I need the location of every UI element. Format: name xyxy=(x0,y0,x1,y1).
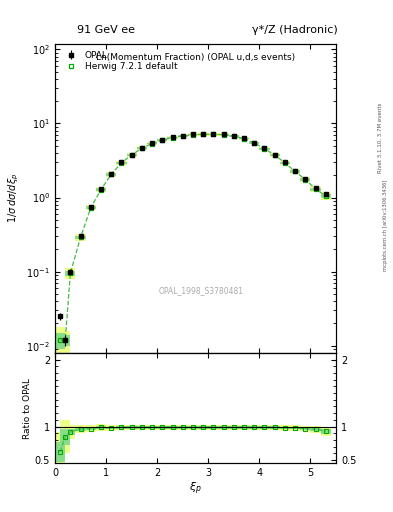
Herwig 7.2.1 default xyxy=(252,140,257,146)
Text: Ln(Momentum Fraction) (OPAL u,d,s events): Ln(Momentum Fraction) (OPAL u,d,s events… xyxy=(96,53,295,62)
Herwig 7.2.1 default xyxy=(58,337,62,343)
Herwig 7.2.1 default xyxy=(99,186,103,193)
Herwig 7.2.1 default xyxy=(129,152,134,158)
Text: γ*/Z (Hadronic): γ*/Z (Hadronic) xyxy=(252,25,338,35)
Herwig 7.2.1 default xyxy=(201,131,206,137)
Herwig 7.2.1 default xyxy=(180,133,185,139)
Herwig 7.2.1 default xyxy=(262,146,267,152)
Herwig 7.2.1 default xyxy=(68,270,73,276)
Herwig 7.2.1 default xyxy=(191,132,195,138)
Herwig 7.2.1 default xyxy=(313,186,318,192)
Text: mcplots.cern.ch [arXiv:1306.3436]: mcplots.cern.ch [arXiv:1306.3436] xyxy=(384,180,388,271)
Herwig 7.2.1 default xyxy=(88,205,93,211)
Herwig 7.2.1 default xyxy=(242,136,246,142)
Y-axis label: $1/\sigma\,d\sigma/d\xi_p$: $1/\sigma\,d\sigma/d\xi_p$ xyxy=(6,173,21,223)
Text: OPAL_1998_S3780481: OPAL_1998_S3780481 xyxy=(159,287,244,295)
Text: Rivet 3.1.10, 3.7M events: Rivet 3.1.10, 3.7M events xyxy=(378,103,383,174)
Herwig 7.2.1 default xyxy=(231,133,236,139)
Legend: OPAL, Herwig 7.2.1 default: OPAL, Herwig 7.2.1 default xyxy=(59,48,180,74)
Text: 91 GeV ee: 91 GeV ee xyxy=(77,25,135,35)
Herwig 7.2.1 default xyxy=(109,172,114,178)
Herwig 7.2.1 default xyxy=(293,168,298,175)
Herwig 7.2.1 default xyxy=(221,132,226,138)
Herwig 7.2.1 default xyxy=(211,131,216,137)
Herwig 7.2.1 default xyxy=(78,234,83,241)
Y-axis label: Ratio to OPAL: Ratio to OPAL xyxy=(23,378,32,439)
Herwig 7.2.1 default xyxy=(160,137,165,143)
Herwig 7.2.1 default xyxy=(283,160,287,166)
Herwig 7.2.1 default xyxy=(63,337,68,343)
Herwig 7.2.1 default xyxy=(150,140,154,146)
Herwig 7.2.1 default xyxy=(140,145,144,151)
X-axis label: $\xi_p$: $\xi_p$ xyxy=(189,481,202,497)
Herwig 7.2.1 default xyxy=(119,160,124,166)
Herwig 7.2.1 default xyxy=(303,177,308,183)
Herwig 7.2.1 default xyxy=(323,193,328,199)
Herwig 7.2.1 default xyxy=(170,135,175,141)
Line: Herwig 7.2.1 default: Herwig 7.2.1 default xyxy=(58,132,328,342)
Herwig 7.2.1 default xyxy=(272,152,277,158)
